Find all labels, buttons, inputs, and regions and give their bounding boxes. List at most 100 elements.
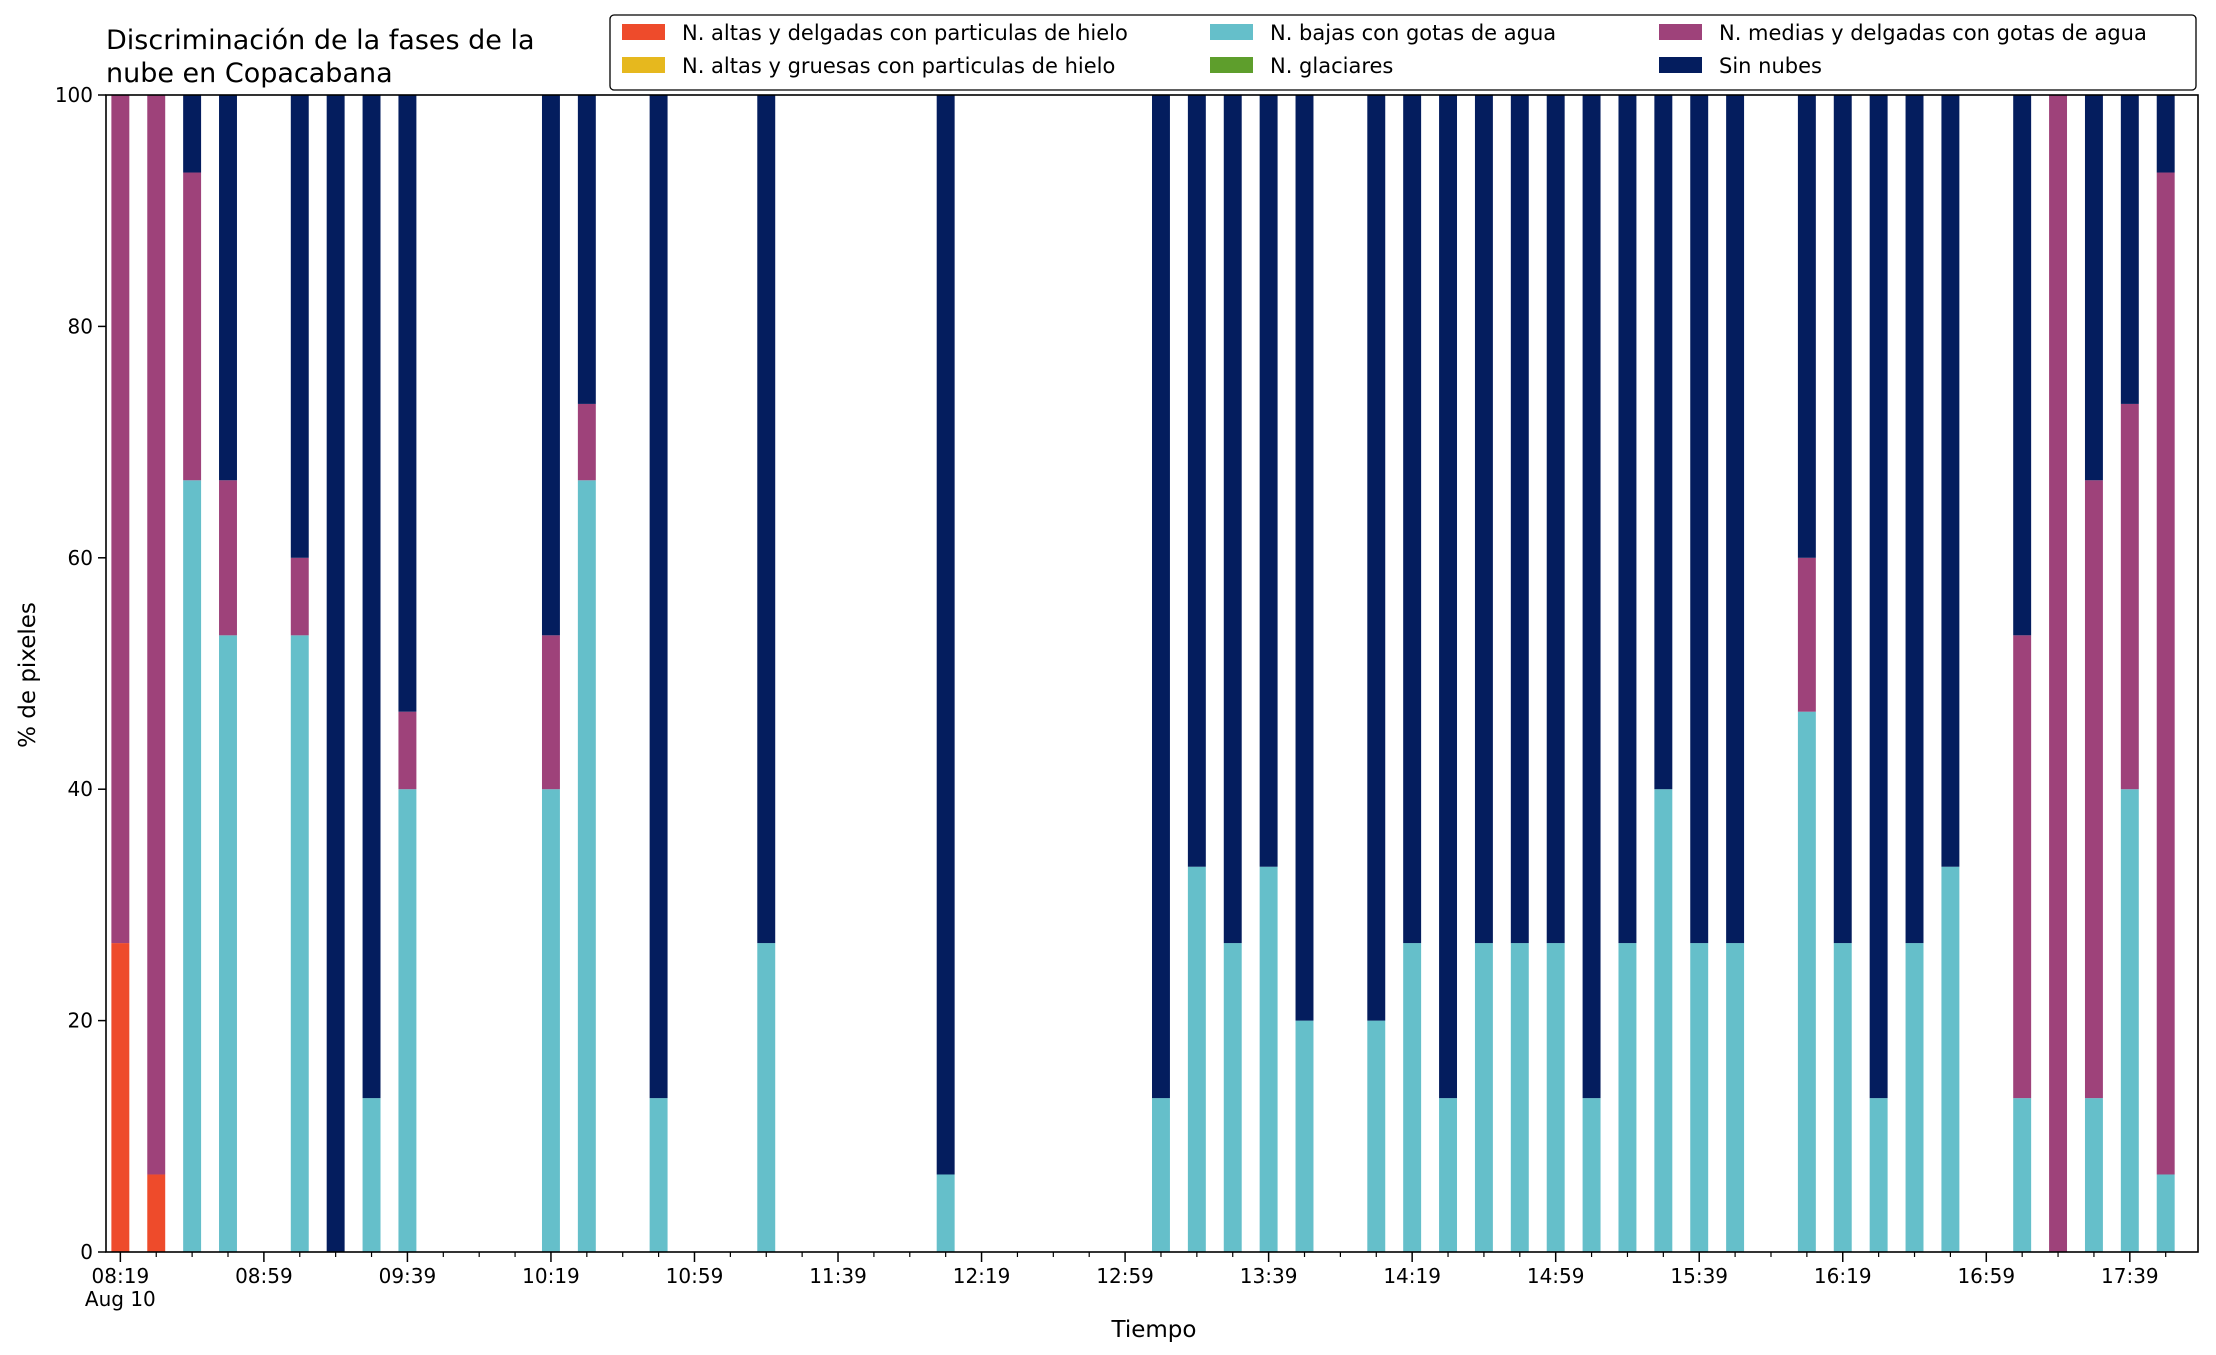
y-tick-label: 20 xyxy=(68,1009,93,1033)
bar-segment xyxy=(1510,943,1529,1252)
bar-segment xyxy=(1439,95,1458,1099)
x-tick-label: 15:39 xyxy=(1670,1264,1728,1288)
bar-stack-1649 xyxy=(1941,95,1960,1252)
bar-stack-1349 xyxy=(1295,95,1314,1252)
bar-segment xyxy=(1223,943,1242,1252)
bar-segment xyxy=(398,711,417,790)
bar-segment xyxy=(1690,95,1709,944)
bar-segment xyxy=(577,480,596,1252)
bar-segment xyxy=(1223,95,1242,944)
x-axis-label: Tiempo xyxy=(1111,1317,1197,1343)
bar-segment xyxy=(649,95,668,1099)
chart-title-line-2: nube en Copacabana xyxy=(106,58,393,89)
bar-segment xyxy=(1510,95,1529,944)
bar-segment xyxy=(1690,943,1709,1252)
bar-segment xyxy=(1654,95,1673,790)
legend: N. altas y delgadas con particulas de hi… xyxy=(609,14,2197,91)
bar-segment xyxy=(219,95,237,481)
bar-stack-0919 xyxy=(326,95,345,1252)
bar-segment xyxy=(2084,480,2103,1099)
bar-segment xyxy=(1187,866,1206,1252)
legend-label: N. medias y delgadas con gotas de agua xyxy=(1719,21,2147,45)
bar-stack-1339 xyxy=(1259,95,1278,1252)
bar-segment xyxy=(1905,943,1924,1252)
bar-stack-1119 xyxy=(757,95,776,1252)
legend-entry: N. altas y gruesas con particulas de hie… xyxy=(622,54,1115,78)
bar-segment xyxy=(111,95,130,944)
bar-stack-1029 xyxy=(577,95,596,1252)
bar-segment xyxy=(649,1098,668,1252)
bar-segment xyxy=(1546,943,1565,1252)
bar-stack-1519 xyxy=(1618,95,1637,1252)
bar-segment xyxy=(1941,95,1960,867)
chart-title: Discriminación de la fases de la nube en… xyxy=(106,25,535,89)
bar-segment xyxy=(1259,95,1278,867)
bar-stack-0839 xyxy=(183,95,202,1252)
legend-entry: N. medias y delgadas con gotas de agua xyxy=(1659,21,2147,45)
bar-segment xyxy=(147,1174,166,1252)
legend-label: N. glaciares xyxy=(1270,54,1393,78)
bar-segment xyxy=(1797,557,1816,712)
legend-swatch xyxy=(622,24,665,40)
bar-segment xyxy=(290,557,309,636)
bar-segment xyxy=(1833,95,1852,944)
bar-segment xyxy=(2084,1098,2103,1252)
y-tick-label: 40 xyxy=(68,777,93,801)
bar-segment xyxy=(290,95,309,558)
bar-segment xyxy=(1403,95,1422,944)
bar-stack-1749 xyxy=(2156,95,2175,1252)
x-tick-label: 10:19 xyxy=(522,1264,580,1288)
legend-entry: N. glaciares xyxy=(1210,54,1393,78)
bar-stack-1309 xyxy=(1152,95,1170,1252)
x-tick-label: 10:59 xyxy=(666,1264,724,1288)
bar-segment xyxy=(1833,943,1852,1252)
plot-frame xyxy=(105,94,2199,1253)
bar-stack-1639 xyxy=(1905,95,1924,1252)
y-tick-label: 80 xyxy=(68,314,93,338)
bar-stack-0819 xyxy=(111,95,130,1252)
bar-stack-1709 xyxy=(2013,95,2032,1252)
bar-segment xyxy=(290,635,309,1252)
bar-segment xyxy=(541,95,560,636)
bar-segment xyxy=(2156,172,2175,1175)
legend-swatch xyxy=(1210,57,1253,73)
bar-stack-0929 xyxy=(362,95,381,1252)
bar-segment xyxy=(362,95,381,1099)
bar-stack-1049 xyxy=(649,95,668,1252)
bar-segment xyxy=(936,1174,955,1252)
x-tick-label: 14:59 xyxy=(1527,1264,1585,1288)
x-tick-label: 17:39 xyxy=(2101,1264,2159,1288)
bar-segment xyxy=(757,943,776,1252)
bar-segment xyxy=(398,95,417,712)
bar-segment xyxy=(1403,943,1422,1252)
bar-segment xyxy=(1152,1098,1170,1252)
bar-stack-1319 xyxy=(1187,95,1206,1252)
bar-segment xyxy=(111,943,130,1252)
bar-stack-1549 xyxy=(1726,95,1745,1252)
bar-segment xyxy=(1295,95,1314,1021)
bar-stack-0909 xyxy=(290,95,309,1252)
bar-stack-1619 xyxy=(1833,95,1852,1252)
bar-stack-1419 xyxy=(1403,95,1422,1252)
bar-segment xyxy=(541,635,560,790)
bar-stack-1329 xyxy=(1223,95,1242,1252)
bar-segment xyxy=(1869,1098,1888,1252)
bar-stack-0939 xyxy=(398,95,417,1252)
bar-segment xyxy=(219,635,237,1252)
bar-stack-1439 xyxy=(1474,95,1493,1252)
bar-segment xyxy=(183,480,202,1252)
bar-segment xyxy=(541,789,560,1252)
y-tick-label: 0 xyxy=(80,1240,93,1264)
y-tick-label: 100 xyxy=(55,83,93,107)
y-ticks: 0 20 40 60 80 100 xyxy=(55,83,106,1264)
bar-segment xyxy=(1259,866,1278,1252)
bar-segment xyxy=(219,480,237,636)
x-tick-label: 08:19 xyxy=(92,1264,150,1288)
x-tick-label: 16:59 xyxy=(1957,1264,2015,1288)
legend-swatch xyxy=(1659,24,1702,40)
bar-segment xyxy=(1152,95,1170,1099)
bar-segment xyxy=(1869,95,1888,1099)
x-tick-label: 12:59 xyxy=(1096,1264,1154,1288)
bar-segment xyxy=(1367,1020,1386,1252)
